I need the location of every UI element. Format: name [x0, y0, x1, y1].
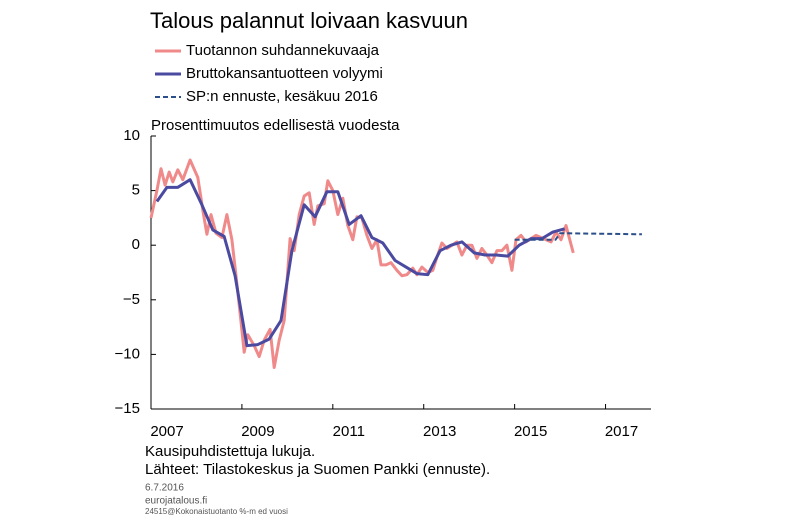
series-line [155, 178, 566, 348]
x-tick-label: 2017 [605, 423, 638, 440]
x-tick-label: 2007 [150, 423, 183, 440]
x-tick-label: 2011 [333, 423, 365, 440]
legend-label: Tuotannon suhdannekuvaaja [186, 42, 380, 59]
series-line [514, 232, 642, 241]
y-tick-label: 0 [132, 236, 140, 253]
y-tick-label: 10 [123, 127, 140, 144]
x-tick-label: 2009 [241, 423, 274, 440]
footer: eurojatalous.fi [145, 496, 207, 507]
footer: 24515@Kokonaistuotanto %-m ed vuosi [145, 507, 288, 516]
series-line [149, 158, 575, 370]
subtitle: Prosenttimuutos edellisestä vuodesta [151, 117, 400, 134]
y-tick-label: −10 [115, 345, 140, 362]
y-tick-label: −15 [115, 400, 140, 417]
y-tick-label: −5 [123, 291, 140, 308]
legend-label: Bruttokansantuotteen volyymi [186, 65, 383, 82]
chart-title: Talous palannut loivaan kasvuun [150, 8, 468, 33]
footer: 6.7.2016 [145, 483, 184, 494]
legend-label: SP:n ennuste, kesäkuu 2016 [186, 88, 378, 105]
note: Kausipuhdistettuja lukuja. [145, 443, 315, 460]
x-tick-label: 2015 [514, 423, 547, 440]
x-tick-label: 2013 [423, 423, 456, 440]
note: Lähteet: Tilastokeskus ja Suomen Pankki … [145, 461, 490, 478]
y-tick-label: 5 [132, 182, 140, 199]
